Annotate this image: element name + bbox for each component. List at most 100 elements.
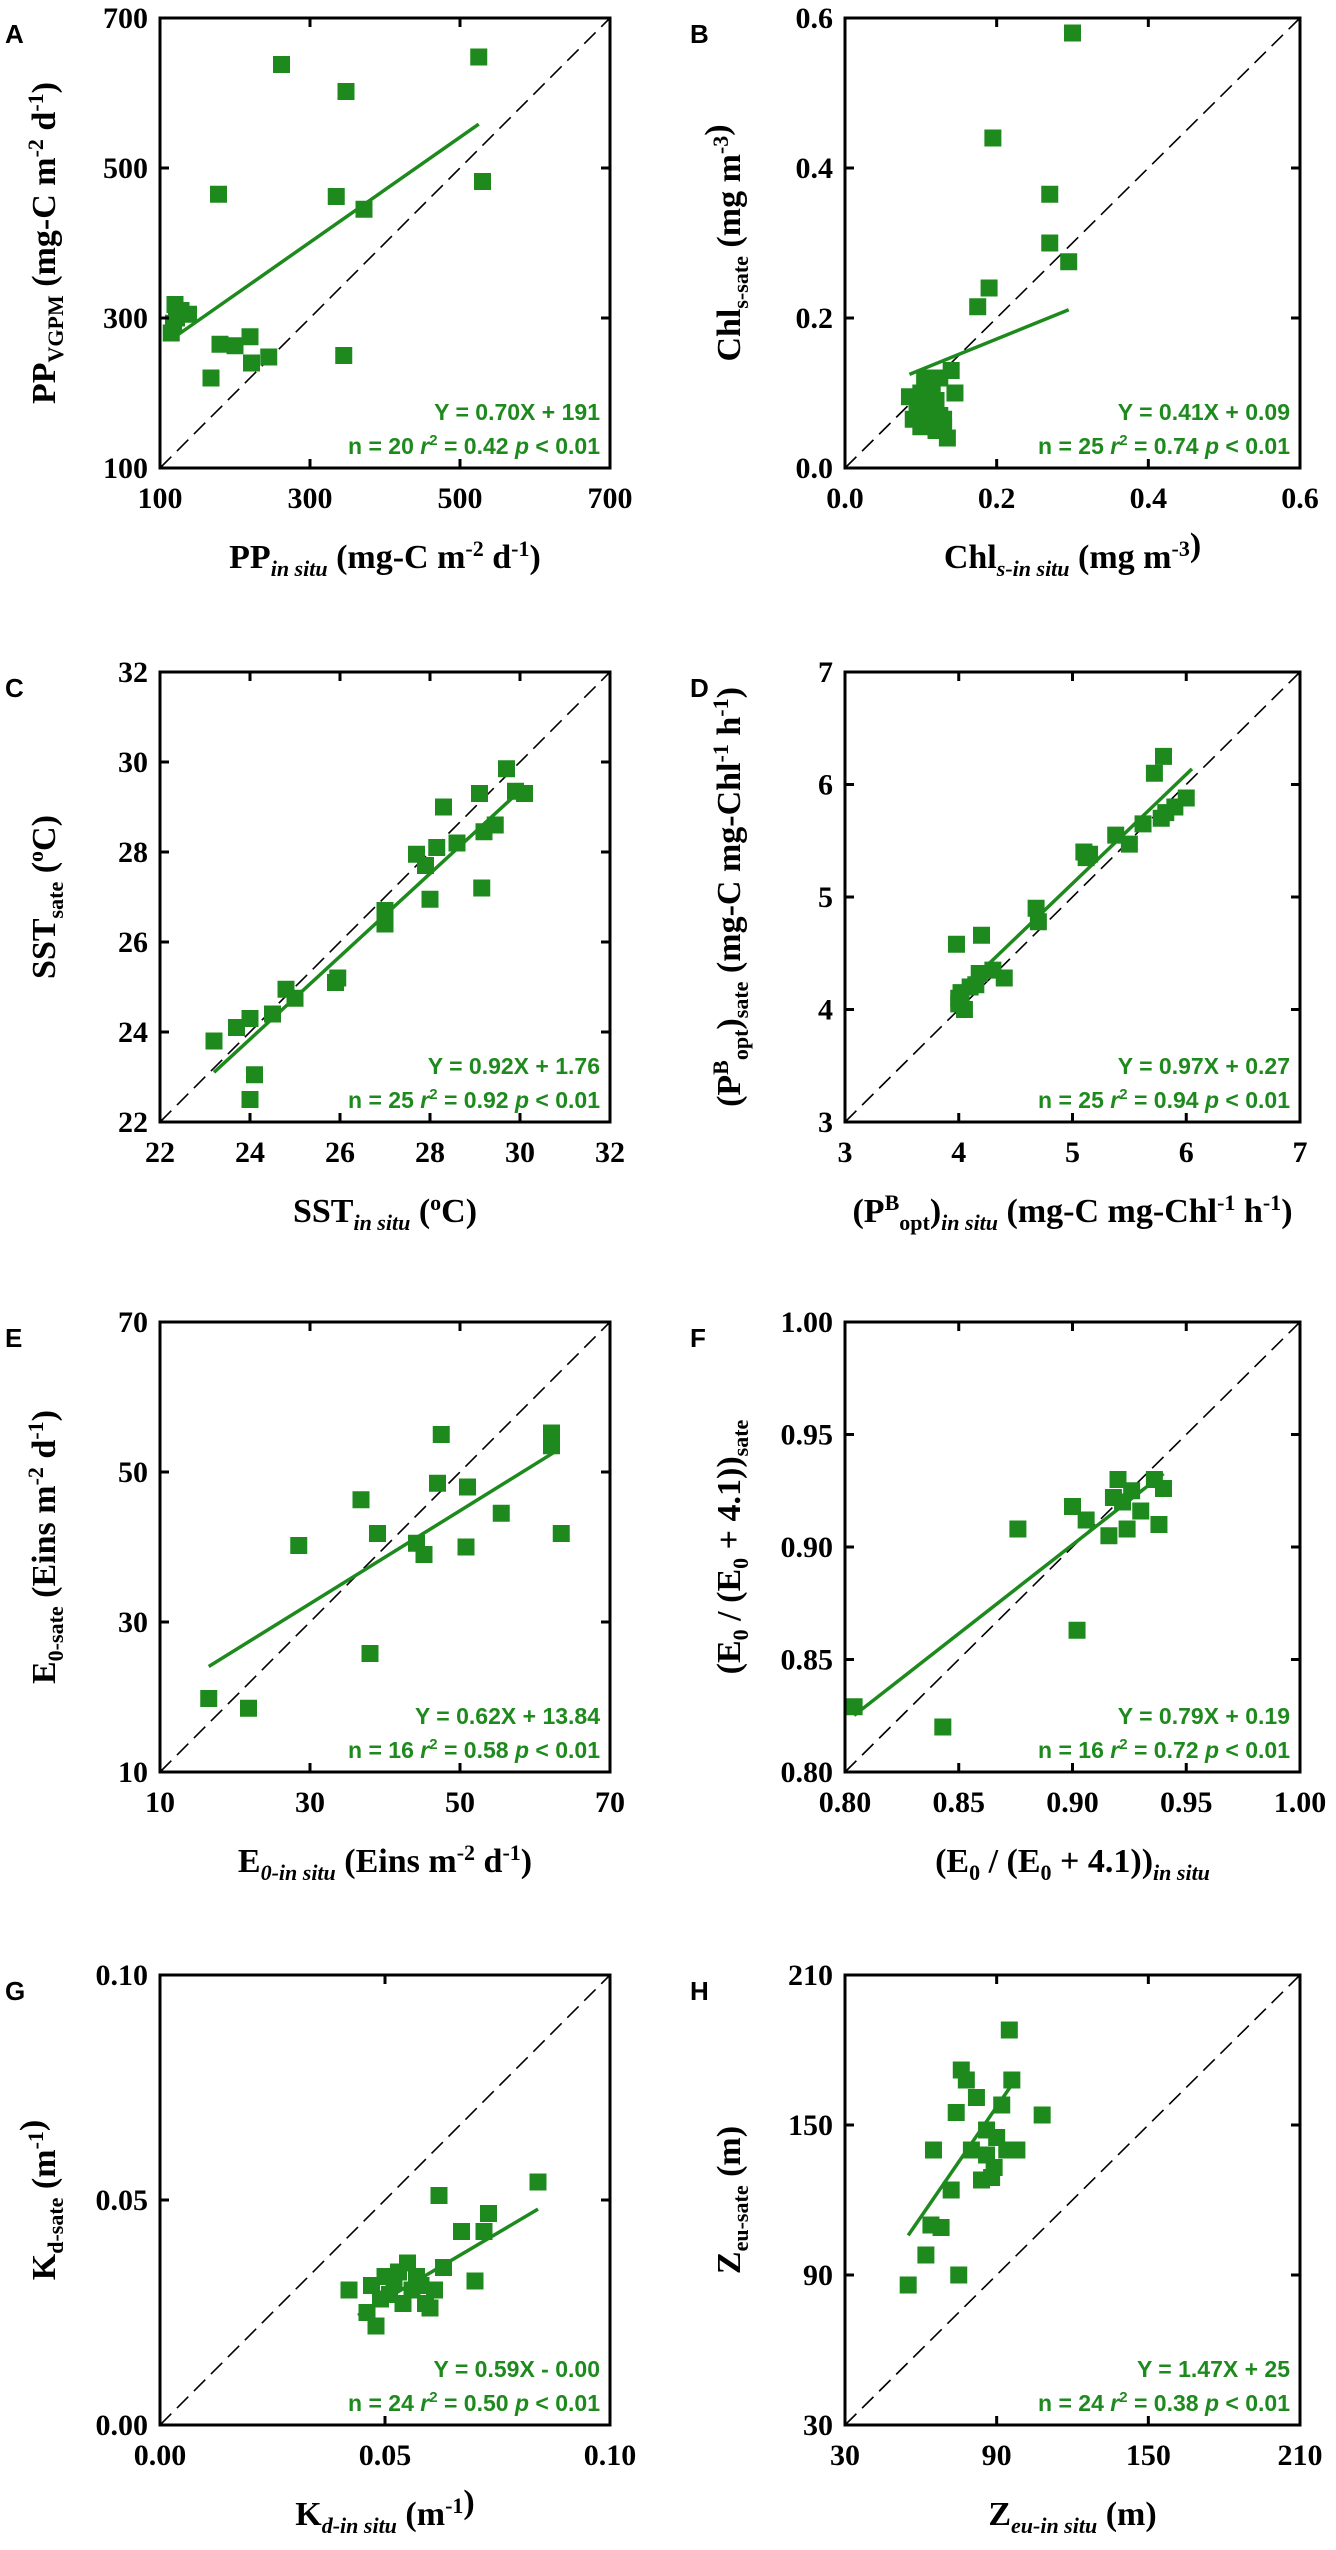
x-axis-label: Chls-in situ (mg m-3) bbox=[944, 527, 1201, 581]
x-tick-label: 150 bbox=[1126, 2439, 1171, 2472]
data-point bbox=[421, 2299, 439, 2317]
data-point bbox=[241, 328, 259, 346]
data-point bbox=[202, 369, 220, 387]
x-tick-label: 0.0 bbox=[826, 482, 864, 515]
data-point bbox=[552, 1525, 570, 1542]
regression-stats: n = 16 r2 = 0.58 p < 0.01 bbox=[348, 1736, 600, 1763]
data-point bbox=[459, 1478, 476, 1496]
x-axis-label: PPin situ (mg-C m-2 d-1) bbox=[229, 536, 541, 581]
data-point bbox=[1120, 835, 1138, 853]
y-axis-label: (E0 / (E0 + 4.1))sate bbox=[711, 1419, 753, 1674]
points-group bbox=[845, 1471, 1172, 1736]
y-tick-label: 0.6 bbox=[796, 2, 834, 35]
data-point bbox=[980, 279, 998, 297]
data-point bbox=[474, 173, 491, 190]
panel-h: H 30 90 150 210 30 90 150 210 Zeu-in situ (m) Zeu-… bbox=[690, 1959, 1323, 2538]
data-point bbox=[428, 839, 446, 856]
y-tick-label: 6 bbox=[818, 769, 833, 802]
data-point bbox=[969, 298, 987, 316]
x-tick-label: 30 bbox=[830, 2439, 860, 2472]
data-point bbox=[417, 857, 434, 874]
fit-line bbox=[955, 767, 1194, 997]
y-tick-label: 5 bbox=[818, 881, 833, 914]
data-point bbox=[335, 347, 353, 364]
y-axis-label: SSTsate (oC) bbox=[23, 815, 68, 979]
data-point bbox=[1041, 234, 1059, 252]
data-point bbox=[947, 2104, 965, 2121]
plot-frame bbox=[158, 16, 612, 470]
data-point bbox=[1009, 1520, 1027, 1538]
regression-equation: Y = 1.47X + 25 bbox=[1137, 2356, 1290, 2382]
data-point bbox=[273, 56, 290, 73]
y-tick-label: 50 bbox=[118, 1456, 148, 1489]
y-tick-label: 100 bbox=[103, 452, 148, 485]
one-to-one-line bbox=[159, 1321, 611, 1773]
data-point bbox=[924, 2141, 942, 2159]
data-point bbox=[180, 305, 197, 323]
data-point bbox=[946, 384, 964, 402]
x-tick-label: 1.00 bbox=[1274, 1786, 1327, 1819]
y-tick-label: 700 bbox=[103, 2, 148, 35]
data-point bbox=[899, 2276, 917, 2294]
data-point bbox=[473, 879, 491, 897]
one-to-one-line bbox=[844, 1321, 1301, 1773]
x-tick-label: 0.6 bbox=[1281, 482, 1319, 515]
y-axis-label: Kd-sate (m-1) bbox=[14, 2120, 68, 2280]
points-group bbox=[162, 48, 491, 387]
fit-line bbox=[357, 2207, 539, 2317]
x-tick-label: 500 bbox=[438, 482, 483, 515]
x-tick-label: 210 bbox=[1278, 2439, 1323, 2472]
x-tick-label: 0.80 bbox=[819, 1786, 872, 1819]
one-to-one-line bbox=[844, 671, 1301, 1123]
data-point bbox=[352, 1491, 370, 1509]
y-tick-label: 28 bbox=[118, 836, 148, 869]
data-point bbox=[934, 1718, 952, 1736]
data-point bbox=[529, 2173, 547, 2191]
x-tick-label: 4 bbox=[951, 1136, 966, 1169]
x-axis-label: SSTin situ (oC) bbox=[293, 1190, 477, 1235]
data-point bbox=[457, 1538, 475, 1556]
y-tick-label: 0.05 bbox=[96, 2184, 149, 2217]
data-point bbox=[993, 2096, 1011, 2114]
data-point bbox=[1064, 1498, 1081, 1515]
x-tick-label: 6 bbox=[1179, 1136, 1194, 1169]
x-tick-label: 22 bbox=[145, 1136, 175, 1169]
data-point bbox=[961, 978, 979, 996]
y-tick-label: 10 bbox=[118, 1756, 148, 1789]
y-tick-label: 150 bbox=[788, 2109, 833, 2142]
y-axis-label: (PBopt)sate (mg-C mg-Chl-1 h-1) bbox=[708, 687, 753, 1107]
one-to-one-line bbox=[159, 1974, 611, 2426]
y-tick-label: 30 bbox=[118, 1606, 148, 1639]
data-point bbox=[1155, 1480, 1172, 1497]
y-tick-label: 22 bbox=[118, 1106, 148, 1139]
data-point bbox=[470, 48, 488, 66]
data-point bbox=[327, 188, 345, 205]
plot-frame bbox=[158, 670, 612, 1124]
data-point bbox=[1100, 1527, 1118, 1545]
plot-frame bbox=[158, 1320, 612, 1774]
data-point bbox=[1000, 2021, 1018, 2039]
y-tick-label: 0.80 bbox=[781, 1756, 834, 1789]
y-tick-label: 0.0 bbox=[796, 452, 834, 485]
x-tick-label: 700 bbox=[588, 482, 633, 515]
x-axis-label: E0-in situ (Eins m-2 d-1) bbox=[238, 1840, 532, 1885]
y-tick-label: 70 bbox=[118, 1306, 148, 1339]
panel-e: E 10 30 50 70 10 30 50 70 E0-in situ (Eins m-2 d-… bbox=[5, 1306, 625, 1885]
data-point bbox=[1068, 1621, 1086, 1639]
data-point bbox=[942, 362, 960, 379]
regression-equation: Y = 0.92X + 1.76 bbox=[428, 1053, 600, 1079]
fit-line bbox=[908, 308, 1070, 376]
y-tick-label: 300 bbox=[103, 302, 148, 335]
x-tick-label: 0.85 bbox=[933, 1786, 986, 1819]
regression-equation: Y = 0.62X + 13.84 bbox=[415, 1703, 600, 1729]
data-point bbox=[421, 890, 439, 908]
data-point bbox=[1033, 2106, 1051, 2124]
regression-stats: n = 20 r2 = 0.42 p < 0.01 bbox=[348, 432, 600, 459]
data-point bbox=[1118, 1520, 1136, 1538]
y-tick-label: 0.2 bbox=[796, 302, 834, 335]
y-tick-label: 7 bbox=[818, 656, 833, 689]
y-tick-label: 0.85 bbox=[781, 1644, 834, 1677]
panel-g: G 0.00 0.05 0.10 0.00 0.05 0.10 Kd-in situ (m-1… bbox=[5, 1959, 636, 2538]
regression-equation: Y = 0.59X - 0.00 bbox=[434, 2356, 600, 2382]
